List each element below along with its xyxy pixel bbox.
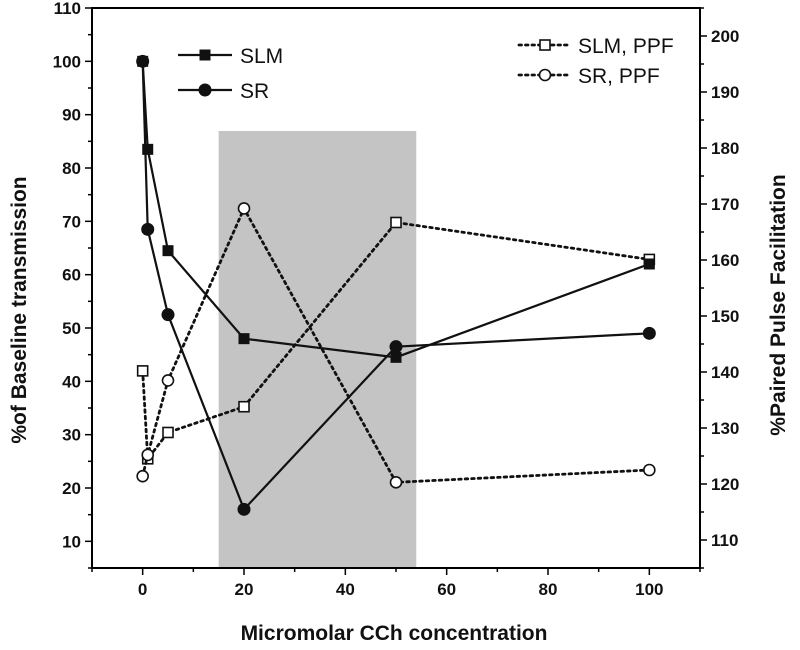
legend-label: SR, PPF — [578, 65, 660, 88]
y-left-tick-label: 50 — [62, 319, 81, 338]
x-axis-ticks: 0 20 40 60 80 100 — [91, 568, 701, 599]
data-point-sr — [642, 326, 656, 340]
data-point-slm — [390, 351, 402, 363]
y-right-tick-label: 180 — [711, 139, 739, 158]
series-line-slm — [141, 61, 650, 359]
y-left-tick-label: 20 — [62, 479, 81, 498]
y-left-tick-label: 10 — [62, 532, 81, 551]
y-left-tick-label: 110 — [54, 0, 81, 18]
legend-marker — [538, 68, 552, 82]
data-point-sr-ppf — [643, 463, 656, 477]
y-left-tick-label: 90 — [62, 106, 81, 125]
data-point-slm — [162, 245, 174, 257]
data-point-slm-ppf — [136, 365, 149, 377]
y-right-tick-label: 130 — [711, 419, 739, 438]
data-point-slm — [142, 143, 154, 155]
x-tick-label: 40 — [336, 580, 355, 599]
x-tick-label: 0 — [138, 580, 147, 599]
legend-label: SR — [240, 80, 269, 103]
y-left-tick-label: 60 — [62, 266, 81, 285]
data-point-sr — [237, 502, 251, 516]
y-right-tick-label: 200 — [711, 27, 739, 46]
data-point-sr — [136, 54, 150, 68]
data-point-slm-ppf — [390, 216, 402, 229]
legend-marker — [198, 83, 212, 97]
y-right-tick-label: 170 — [711, 195, 739, 214]
legend-marker — [539, 39, 551, 51]
data-point-sr — [389, 340, 403, 354]
data-point-sr — [161, 308, 175, 322]
legend: SLM SR SLM, PPF SR, PPF — [178, 35, 674, 103]
y-right-tick-label: 110 — [711, 531, 738, 550]
y-left-axis-title: %of Baseline transmission — [8, 176, 31, 443]
legend-marker — [199, 49, 211, 61]
data-point-slm-ppf — [162, 426, 174, 439]
data-point-sr — [141, 222, 155, 236]
legend-label: SLM — [240, 45, 283, 68]
y-left-tick-label: 80 — [62, 159, 81, 178]
y-left-axis-ticks: 10 20 30 40 50 60 70 80 90 100 110 — [53, 0, 92, 569]
series-layer — [136, 54, 656, 516]
y-left-tick-label: 30 — [62, 426, 81, 445]
y-right-axis-ticks: 110 120 130 140 150 160 170 180 190 200 — [700, 7, 739, 569]
data-point-slm-ppf — [238, 400, 250, 413]
y-right-tick-label: 150 — [711, 307, 739, 326]
y-left-tick-label: 70 — [62, 212, 81, 231]
y-right-tick-label: 140 — [711, 363, 739, 382]
shaded-region — [218, 131, 417, 568]
series-line-slm-ppf — [141, 220, 651, 463]
x-tick-label: 100 — [635, 580, 663, 599]
data-point-sr-ppf — [136, 469, 149, 483]
x-tick-label: 20 — [235, 580, 254, 599]
data-point-sr-ppf — [141, 448, 155, 462]
data-point-sr-ppf — [389, 476, 403, 489]
y-right-axis-title: %Paired Pulse Facilitation — [767, 174, 790, 435]
data-point-sr-ppf — [237, 202, 251, 215]
shaded-region-layer — [218, 131, 417, 568]
data-point-slm — [238, 333, 250, 345]
y-left-tick-label: 100 — [53, 52, 81, 71]
data-point-sr-ppf — [161, 374, 175, 387]
x-axis-title: Micromolar CCh concentration — [241, 622, 548, 645]
legend-label: SLM, PPF — [578, 35, 674, 58]
x-tick-label: 80 — [539, 580, 558, 599]
series-line-sr — [141, 61, 650, 512]
data-point-slm — [643, 258, 655, 270]
x-tick-label: 60 — [437, 580, 456, 599]
y-left-tick-label: 40 — [62, 372, 81, 391]
y-right-tick-label: 160 — [711, 251, 739, 270]
y-right-tick-label: 190 — [711, 83, 739, 102]
y-right-tick-label: 120 — [711, 475, 739, 494]
